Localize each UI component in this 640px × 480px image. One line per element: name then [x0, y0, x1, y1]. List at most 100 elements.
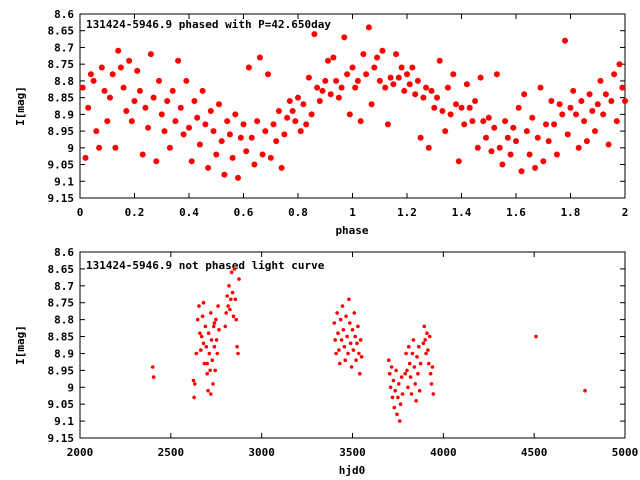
data-point: [236, 351, 240, 356]
x-tick-label: 1: [349, 206, 356, 219]
data-point: [619, 84, 626, 91]
data-point: [201, 300, 206, 305]
data-point: [297, 128, 304, 135]
data-point: [224, 118, 231, 125]
y-tick-label: 8.85: [48, 331, 75, 344]
data-point: [231, 314, 236, 319]
data-point: [428, 371, 433, 376]
x-tick-label: 1.8: [561, 206, 581, 219]
data-point: [207, 108, 214, 114]
data-point: [415, 355, 419, 359]
y-ticks: 8.6 8.65 8.7 8.75 8.8 8.85 8.9 8.95 9 9.05 9.1 9.15: [48, 8, 625, 205]
data-point: [209, 311, 213, 315]
data-point: [225, 294, 229, 298]
data-point: [397, 419, 402, 423]
data-point: [289, 108, 296, 114]
data-point: [348, 321, 352, 325]
data-point: [425, 144, 432, 151]
data-point: [474, 144, 481, 151]
data-point: [273, 138, 280, 145]
data-point: [395, 74, 402, 81]
data-point: [228, 307, 232, 312]
data-point: [407, 361, 412, 366]
data-point: [485, 114, 492, 121]
data-point: [286, 98, 293, 104]
data-point: [581, 118, 588, 125]
data-point: [226, 131, 233, 138]
data-point: [150, 94, 157, 101]
data-point: [194, 351, 199, 356]
data-point: [597, 77, 604, 84]
data-point: [147, 51, 154, 58]
data-point: [96, 144, 103, 151]
data-point: [403, 371, 408, 376]
data-point: [333, 338, 338, 342]
plot-frame: [79, 251, 626, 439]
data-point: [151, 375, 156, 379]
data-point: [237, 134, 244, 141]
data-point: [316, 98, 323, 104]
data-point: [405, 368, 409, 373]
data-point: [507, 151, 514, 158]
data-point: [387, 74, 394, 81]
data-point: [338, 84, 345, 91]
y-tick-label: 8.95: [48, 364, 75, 377]
data-point: [117, 64, 124, 71]
y-axis-label: I[mag]: [14, 86, 27, 126]
data-point: [564, 131, 571, 138]
data-point: [205, 371, 209, 376]
data-point: [281, 131, 288, 138]
data-point: [409, 64, 416, 71]
data-point: [543, 121, 549, 128]
data-point: [305, 74, 312, 81]
data-point: [245, 64, 252, 71]
data-point: [592, 128, 598, 135]
x-tick-label: 1.6: [506, 206, 526, 219]
data-point: [352, 311, 357, 315]
data-point: [212, 321, 217, 325]
data-point: [134, 67, 141, 74]
data-point: [504, 134, 511, 141]
data-point: [344, 71, 351, 78]
data-point: [200, 314, 205, 319]
data-point: [209, 338, 214, 342]
data-point: [128, 118, 135, 125]
data-point: [93, 128, 100, 135]
data-point: [145, 124, 152, 131]
data-point: [192, 395, 196, 400]
data-point: [235, 174, 241, 181]
data-point: [594, 101, 601, 108]
data-point: [416, 371, 420, 376]
data-point: [139, 151, 146, 158]
data-point: [345, 334, 349, 339]
data-point: [332, 321, 337, 325]
data-point: [600, 111, 607, 118]
data-point: [186, 124, 192, 131]
data-point: [232, 267, 237, 271]
data-point: [256, 54, 263, 61]
data-point: [394, 368, 398, 373]
data-point: [267, 154, 274, 161]
data-point: [254, 118, 261, 125]
y-tick-label: 8.9: [54, 108, 74, 121]
data-point: [195, 317, 200, 322]
data-point: [469, 118, 476, 125]
data-point: [396, 395, 400, 400]
data-point: [98, 64, 105, 71]
data-point: [570, 87, 577, 94]
data-point: [423, 84, 430, 91]
data-point: [350, 328, 355, 332]
data-point: [221, 171, 228, 178]
data-point: [240, 121, 247, 128]
data-point: [390, 395, 395, 400]
data-point: [270, 121, 277, 128]
data-point: [397, 382, 401, 386]
data-point: [357, 351, 361, 356]
y-tick-label: 9.1: [54, 415, 74, 428]
data-point: [319, 87, 326, 94]
y-tick-label: 8.65: [48, 25, 75, 38]
data-point: [399, 375, 404, 379]
data-point: [199, 348, 203, 352]
data-point: [622, 98, 628, 104]
y-tick-label: 8.6: [54, 8, 74, 21]
